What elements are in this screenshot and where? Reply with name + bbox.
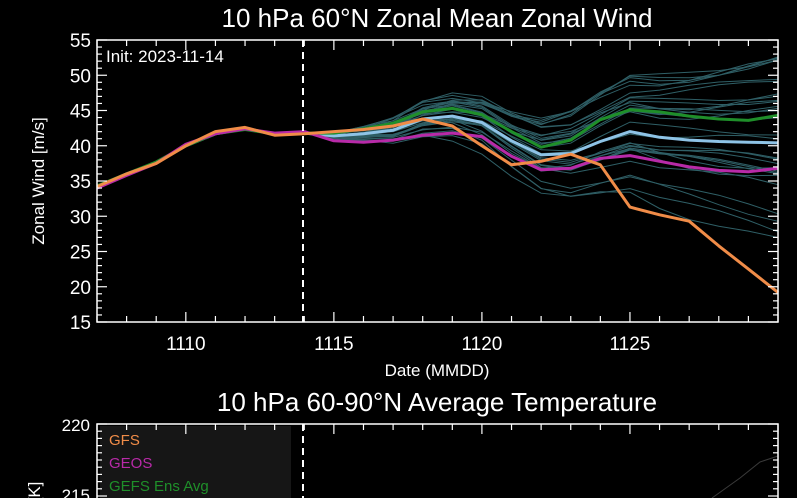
chart2-frame [96, 423, 779, 498]
y-tick-labels: 15 20 25 30 35 40 45 50 55 [70, 31, 91, 334]
y-tick-label: 30 [70, 207, 91, 228]
chart2-ytick-220: 220 [62, 416, 90, 435]
init-annotation: Init: 2023-11-14 [106, 47, 224, 66]
x-tick-label: 1125 [610, 334, 651, 355]
x-tick-labels: 1110 1115 1120 1125 [166, 334, 650, 355]
legend-geos: GEOS [109, 455, 152, 472]
legend-gefs: GEFS Ens Avg [109, 478, 209, 495]
chart2-ytick-215: 215 [62, 486, 90, 498]
y-tick-label: 20 [70, 278, 91, 299]
axis-ticks [96, 39, 779, 323]
y-tick-label: 35 [70, 172, 91, 193]
y-tick-label: 25 [70, 243, 91, 264]
chart2-title: 10 hPa 60-90°N Average Temperature [217, 387, 657, 417]
x-tick-label: 1120 [461, 334, 502, 355]
chart1-title: 10 hPa 60°N Zonal Mean Zonal Wind [222, 3, 653, 33]
y-tick-label: 55 [70, 31, 91, 52]
y-tick-label: 50 [70, 66, 91, 87]
x-axis-label: Date (MMDD) [385, 361, 490, 380]
gfs-line [96, 117, 779, 294]
legend-box [100, 426, 291, 498]
series-lines [96, 106, 779, 294]
y-axis-label: Zonal Wind [m/s] [29, 117, 48, 245]
x-tick-label: 1115 [314, 334, 353, 355]
chart2-y-axis-label: [K] [25, 482, 44, 498]
y-tick-label: 40 [70, 137, 91, 158]
legend-gfs: GFS [109, 432, 140, 449]
chart2-member-line [711, 455, 779, 498]
chart2-axis-ticks [96, 423, 779, 497]
y-tick-label: 15 [70, 313, 91, 334]
y-tick-label: 45 [70, 102, 91, 123]
x-tick-label: 1110 [166, 334, 205, 355]
